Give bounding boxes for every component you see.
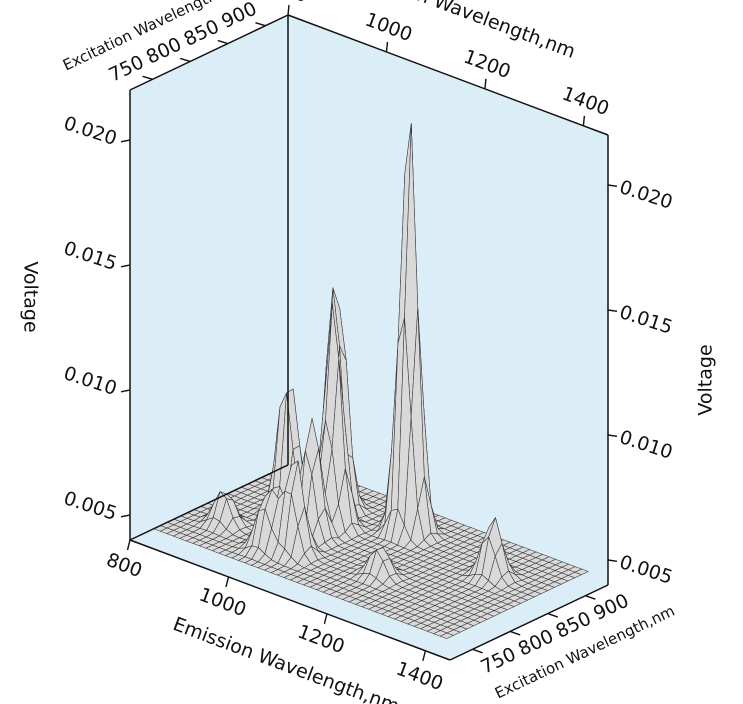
y-tick-right [472, 648, 483, 654]
x-tick-bottom [225, 576, 230, 588]
y-tick-right [509, 630, 521, 636]
y-tick-label-right: 800 [515, 625, 557, 660]
y-tick-left [255, 22, 266, 27]
y-tick-right [547, 612, 559, 618]
z-tick-left [120, 139, 131, 143]
z-axis-title-right: Voltage [695, 344, 717, 415]
x-tick-top [287, 4, 290, 16]
z-tick-right [607, 184, 618, 188]
z-tick-left [120, 389, 131, 393]
frame-edge [129, 464, 289, 541]
x-tick-label-bottom: 1400 [393, 658, 446, 696]
surface-cell [439, 632, 454, 639]
x-tick-label-bottom: 1200 [295, 621, 348, 659]
x-tick-label-top: 1400 [559, 83, 612, 121]
x-tick-bottom [323, 613, 328, 625]
y-tick-label-right: 750 [477, 643, 519, 678]
x-tick-top [484, 78, 487, 89]
frame-edge [129, 539, 451, 661]
z-tick-right [607, 434, 618, 438]
z-tick-left [120, 264, 131, 268]
z-tick-label-right: 0.005 [617, 551, 676, 589]
y-tick-label-left: 800 [143, 33, 185, 68]
z-tick-left [120, 514, 131, 518]
x-tick-top [582, 115, 586, 126]
axis-ticks [120, 4, 618, 661]
y-tick-label-right: 900 [590, 590, 632, 625]
y-tick-left [142, 75, 153, 80]
x-tick-top [385, 41, 389, 52]
y-tick-left [179, 57, 191, 63]
x-tick-label-bottom: 1000 [196, 584, 249, 622]
z-tick-label-left: 0.010 [61, 362, 120, 400]
axis-frame [129, 14, 609, 661]
x-tick-label-bottom: 800 [103, 549, 145, 582]
x-tick-label-top: 1200 [461, 46, 514, 84]
frame-edge [287, 14, 609, 136]
y-tick-label-right: 850 [552, 607, 594, 642]
y-tick-right [585, 595, 596, 600]
x-tick-label-top: 800 [269, 0, 311, 7]
x-tick-bottom [422, 650, 427, 661]
z-tick-right [607, 309, 618, 313]
x-tick-label-top: 1000 [362, 9, 415, 47]
y-tick-left [217, 39, 229, 45]
z-tick-label-right: 0.010 [617, 426, 676, 464]
z-tick-label-left: 0.015 [61, 237, 120, 275]
frame-edge [129, 14, 289, 91]
z-tick-label-left: 0.020 [61, 112, 120, 150]
z-axis-title-left: Voltage [20, 261, 42, 332]
y-tick-label-left: 900 [218, 0, 260, 33]
y-tick-label-left: 750 [105, 51, 147, 86]
z-tick-right [607, 559, 618, 563]
surface-mesh [153, 123, 589, 639]
z-tick-label-left: 0.005 [61, 487, 120, 525]
x-tick-bottom [126, 539, 131, 551]
frame-edge [449, 584, 609, 661]
z-tick-label-right: 0.020 [617, 176, 676, 214]
z-tick-label-right: 0.015 [617, 301, 676, 339]
left-wall [130, 15, 288, 540]
y-tick-label-left: 850 [180, 15, 222, 50]
back-wall [288, 15, 608, 585]
